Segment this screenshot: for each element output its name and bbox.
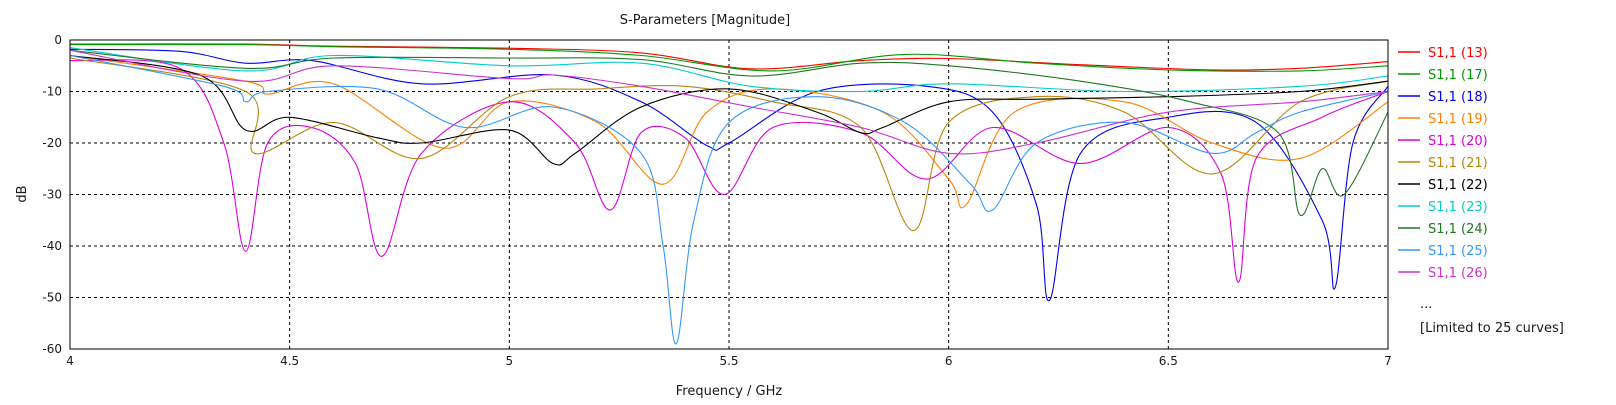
legend-label: S1,1 (22) [1428, 178, 1488, 193]
x-tick-label: 4.5 [280, 354, 299, 368]
legend-label: S1,1 (23) [1428, 200, 1488, 215]
legend: S1,1 (13) S1,1 (17) S1,1 (18) S1,1 (19) S1,1… [1398, 46, 1488, 281]
legend-label: S1,1 (19) [1428, 112, 1488, 127]
series-line-8 [69, 47, 1389, 93]
y-axis-ticks: 0 -10 -20 -30 -40 -50 -60 [42, 33, 62, 356]
x-axis-ticks: 4 4.5 5 5.5 6 6.5 7 [66, 354, 1392, 368]
legend-label: S1,1 (13) [1428, 46, 1488, 61]
legend-label: S1,1 (21) [1428, 156, 1488, 171]
x-tick-label: 7 [1384, 354, 1392, 368]
legend-ellipsis: ... [1420, 297, 1432, 312]
x-tick-label: 4 [66, 354, 74, 368]
y-tick-label: -40 [42, 239, 62, 253]
legend-label: S1,1 (25) [1428, 244, 1488, 259]
y-tick-label: 0 [54, 33, 62, 47]
series-lines [69, 43, 1389, 345]
x-tick-label: 6.5 [1159, 354, 1178, 368]
series-line-11 [69, 49, 1389, 155]
grid [70, 40, 1388, 349]
series-line-10 [69, 54, 1389, 345]
chart-title: S-Parameters [Magnitude] [620, 13, 791, 28]
y-tick-label: -50 [42, 291, 62, 305]
y-tick-label: -10 [42, 85, 62, 99]
series-line-5 [69, 59, 1389, 283]
y-tick-label: -30 [42, 188, 62, 202]
series-line-4 [69, 54, 1389, 209]
series-line-2 [69, 43, 1389, 72]
legend-label: S1,1 (26) [1428, 266, 1488, 281]
legend-label: S1,1 (17) [1428, 68, 1488, 83]
series-line-3 [69, 48, 1389, 302]
legend-label: S1,1 (18) [1428, 90, 1488, 105]
x-tick-label: 5 [506, 354, 514, 368]
x-tick-label: 6 [945, 354, 953, 368]
series-line-6 [69, 57, 1389, 232]
series-line-9 [69, 49, 1389, 216]
legend-limit-note: [Limited to 25 curves] [1420, 321, 1564, 336]
plot-area-frame [69, 39, 1389, 350]
y-tick-label: -60 [42, 342, 62, 356]
y-axis-title: dB [15, 185, 30, 202]
x-tick-label: 5.5 [719, 354, 738, 368]
y-tick-label: -20 [42, 136, 62, 150]
series-line-7 [69, 54, 1389, 166]
legend-label: S1,1 (20) [1428, 134, 1488, 149]
x-axis-title: Frequency / GHz [676, 384, 783, 399]
legend-label: S1,1 (24) [1428, 222, 1488, 237]
